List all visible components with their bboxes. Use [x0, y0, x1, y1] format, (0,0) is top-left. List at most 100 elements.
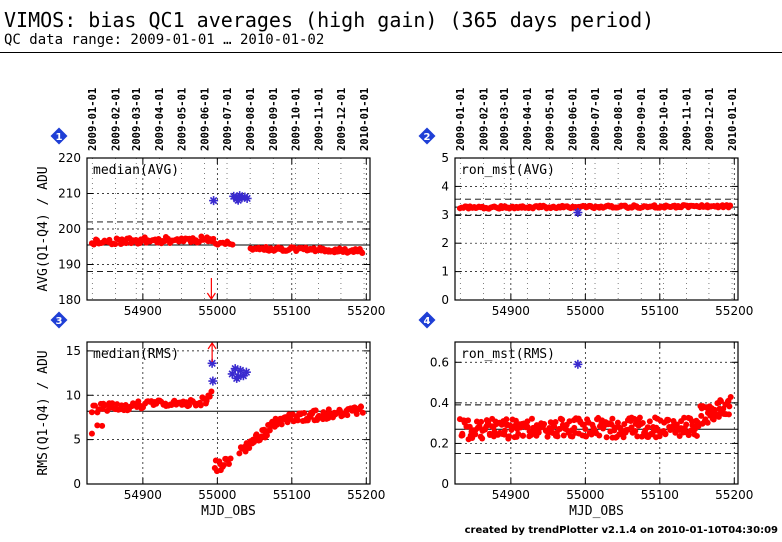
data-point [603, 434, 610, 441]
data-point [109, 400, 116, 407]
data-point [359, 249, 366, 256]
outlier-stroke [228, 370, 236, 378]
data-point [582, 425, 589, 432]
outlier-stroke [208, 359, 216, 368]
y-tick-label: 5 [441, 151, 449, 165]
panel-badge: 1 [50, 127, 68, 145]
outlier-stroke [574, 208, 582, 217]
y-tick-label: 0 [73, 477, 81, 491]
data-point [571, 424, 578, 431]
data-point [646, 418, 653, 425]
date-tick-label: 2009-12-01 [336, 88, 348, 151]
x-tick-label: 54900 [492, 304, 530, 318]
data-point [92, 402, 99, 409]
y-tick-label: 2 [441, 236, 449, 250]
badge-number: 3 [56, 316, 63, 327]
data-point [94, 422, 101, 429]
date-tick-label: 2009-11-01 [682, 88, 694, 151]
data-point [112, 241, 119, 248]
date-tick-label: 2009-08-01 [245, 88, 257, 151]
data-point [506, 433, 513, 440]
badge-diamond [418, 311, 436, 329]
data-point [554, 433, 561, 440]
data-point [636, 414, 643, 421]
data-point [541, 421, 548, 428]
data-point [665, 416, 672, 423]
date-tick-label: 2009-06-01 [200, 88, 212, 151]
data-point [294, 417, 301, 424]
plot-frame [454, 341, 739, 485]
data-point [88, 430, 95, 437]
y-tick-label: 0.6 [430, 355, 449, 369]
data-point [552, 419, 559, 426]
date-tick-label: 2009-10-01 [291, 88, 303, 151]
x-tick-label: 55200 [715, 304, 753, 318]
x-tick-label: 55100 [273, 304, 311, 318]
outlier-stroke [236, 366, 245, 375]
date-tick-label: 2009-10-01 [659, 88, 671, 151]
x-tick-label: 55100 [641, 304, 679, 318]
data-point [206, 393, 213, 400]
outlier-point [233, 195, 243, 205]
date-tick-label: 2010-01-01 [727, 88, 739, 151]
data-point [596, 432, 603, 439]
x-tick-label: 55200 [347, 304, 385, 318]
outlier-stroke [242, 368, 251, 376]
y-tick-label: 1 [441, 265, 449, 279]
x-tick-label: 54900 [124, 488, 162, 502]
data-point [312, 407, 319, 414]
data-point [246, 445, 253, 452]
data-point [236, 450, 243, 457]
outlier-stroke [209, 196, 218, 205]
data-point [478, 418, 485, 425]
data-point [88, 409, 95, 416]
date-tick-label: 2009-06-01 [568, 88, 580, 151]
data-point [528, 415, 535, 422]
y-tick-label: 200 [58, 222, 81, 236]
plot-frame [86, 341, 371, 485]
data-point [559, 416, 566, 423]
date-tick-label: 2009-11-01 [314, 88, 326, 151]
outlier-point [241, 367, 251, 377]
panel-4: 0 0.2 0.4 0.6 54900 55000 55100 55200 ron_mst(RM… [418, 311, 753, 519]
panel-badge: 2 [418, 127, 436, 145]
data-point [208, 388, 215, 395]
date-tick-label: 2009-09-01 [636, 88, 648, 151]
y-tick-label: 180 [58, 293, 81, 307]
y-tick-label: 3 [441, 208, 449, 222]
data-point [524, 418, 531, 425]
x-tick-label: 55000 [198, 304, 236, 318]
y-tick-label: 15 [66, 344, 81, 358]
date-tick-label: 2009-02-01 [478, 88, 490, 151]
panel-1: 180 190 200 210 220 54900 55000 55100 55200 2009-… [36, 88, 385, 318]
panel-3: 0 5 10 15 54900 55000 55100 55200 median(RMS) RMS… [36, 311, 385, 519]
data-point [628, 424, 635, 431]
data-point [472, 431, 479, 438]
panel-label: ron_mst(AVG) [461, 163, 555, 178]
data-point [560, 432, 567, 439]
data-point [639, 419, 646, 426]
date-tick-label: 2009-09-01 [268, 88, 280, 151]
date-tick-label: 2009-05-01 [177, 88, 189, 151]
outlier-stroke [234, 196, 242, 204]
data-point [353, 411, 360, 418]
date-tick-label: 2009-12-01 [704, 88, 716, 151]
data-point [106, 236, 113, 243]
date-tick-label: 2009-01-01 [455, 88, 467, 151]
outlier-stroke [574, 360, 582, 369]
data-point [358, 404, 365, 411]
data-point [485, 419, 492, 426]
data-point [301, 409, 308, 416]
outlier-point [208, 376, 218, 386]
arrow-head [207, 341, 217, 350]
data-point [459, 432, 466, 439]
data-point [99, 422, 106, 429]
y-tick-label: 10 [66, 388, 81, 402]
badge-diamond [418, 127, 436, 145]
data-point [210, 235, 217, 242]
y-tick-label: 4 [441, 179, 449, 193]
date-tick-label: 2009-07-01 [590, 88, 602, 151]
outlier-point [209, 196, 219, 206]
y-tick-label: 220 [58, 151, 81, 165]
